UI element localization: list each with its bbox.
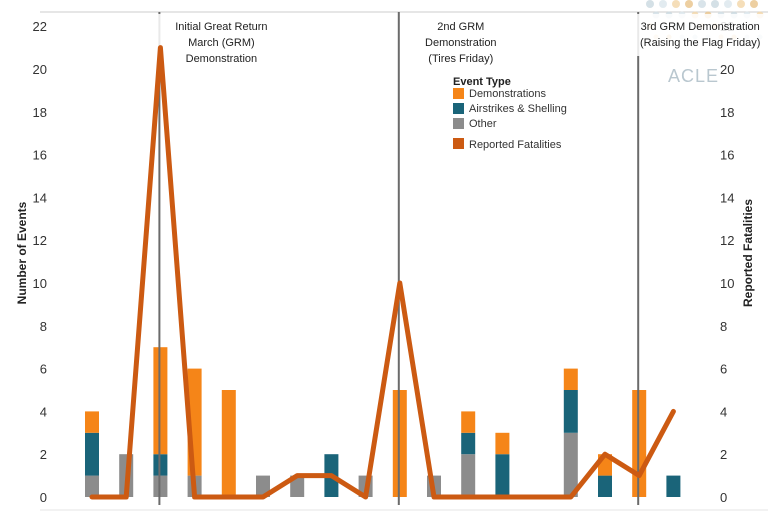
annotation-box-1 bbox=[410, 14, 512, 72]
bar-demonstrations-0 bbox=[85, 411, 99, 433]
legend-title: Event Type bbox=[453, 76, 511, 88]
y-tick-left-6: 6 bbox=[40, 362, 47, 377]
logo-dot bbox=[711, 0, 719, 8]
bar-airstrikes-shelling-14 bbox=[563, 390, 578, 433]
annotations: Initial Great Return March (GRM) Demonstra… bbox=[152, 14, 768, 72]
bar-airstrikes-shelling-0 bbox=[85, 432, 99, 476]
y-tick-right-18: 18 bbox=[720, 105, 734, 120]
annotation-0-line-1: March (GRM) bbox=[188, 37, 255, 49]
logo-dot bbox=[659, 0, 667, 8]
legend: Event Type Demonstrations Airstrikes & S… bbox=[453, 76, 567, 151]
annotation-1-line-1: Demonstration bbox=[425, 37, 497, 49]
annotation-0-line-0: Initial Great Return bbox=[175, 21, 267, 33]
y-tick-left-2: 2 bbox=[40, 447, 47, 462]
legend-label-demonstrations: Demonstrations bbox=[469, 88, 547, 100]
legend-label-fatalities: Reported Fatalities bbox=[469, 139, 562, 151]
y-tick-right-6: 6 bbox=[720, 362, 727, 377]
annotation-box-0 bbox=[152, 14, 291, 72]
logo-dot bbox=[750, 0, 758, 8]
y-tick-right-8: 8 bbox=[720, 319, 727, 334]
logo-dot bbox=[698, 0, 706, 8]
logo-dot bbox=[672, 0, 680, 8]
bar-airstrikes-shelling-12 bbox=[495, 454, 510, 497]
y-tick-left-16: 16 bbox=[33, 148, 47, 163]
annotation-box-2 bbox=[615, 14, 768, 56]
annotation-2-line-1: (Raising the Flag Friday) bbox=[640, 37, 760, 49]
y-tick-right-2: 2 bbox=[720, 447, 727, 462]
y-tick-left-20: 20 bbox=[33, 62, 47, 77]
legend-label-other: Other bbox=[469, 118, 497, 130]
bar-other-6 bbox=[290, 475, 305, 497]
bar-other-5 bbox=[256, 475, 270, 497]
legend-swatch-demonstrations bbox=[453, 88, 464, 99]
y-tick-left-22: 22 bbox=[33, 19, 47, 34]
legend-swatch-fatalities bbox=[453, 138, 464, 149]
y-tick-right-14: 14 bbox=[720, 190, 734, 205]
y-tick-right-0: 0 bbox=[720, 490, 727, 505]
y-tick-left-12: 12 bbox=[33, 233, 47, 248]
logo-dot bbox=[724, 0, 732, 8]
y-tick-right-4: 4 bbox=[720, 404, 727, 419]
bar-airstrikes-shelling-17 bbox=[666, 475, 681, 497]
logo-text: ACLE bbox=[668, 66, 719, 86]
legend-swatch-airstrikes bbox=[453, 103, 464, 114]
y-tick-right-10: 10 bbox=[720, 276, 734, 291]
annotation-2-line-0: 3rd GRM Demonstration bbox=[641, 21, 760, 33]
y-tick-left-18: 18 bbox=[33, 105, 47, 120]
y-axis-right-title: Reported Fatalities bbox=[741, 199, 755, 307]
bar-airstrikes-shelling-11 bbox=[461, 432, 476, 455]
annotation-1-line-2: (Tires Friday) bbox=[428, 53, 493, 65]
bar-demonstrations-12 bbox=[495, 432, 510, 455]
y-tick-left-4: 4 bbox=[40, 404, 47, 419]
legend-swatch-other bbox=[453, 118, 464, 129]
y-tick-left-0: 0 bbox=[40, 490, 47, 505]
bar-airstrikes-shelling-15 bbox=[598, 475, 612, 497]
y-axis-left-title: Number of Events bbox=[15, 201, 29, 304]
y-tick-left-10: 10 bbox=[33, 276, 47, 291]
event-reference-lines bbox=[158, 12, 640, 505]
y-axis-left-ticks: 0 2 4 6 8 10 12 14 16 18 20 22 bbox=[33, 19, 47, 505]
logo-dot bbox=[737, 0, 745, 8]
logo-dot bbox=[646, 0, 654, 8]
legend-label-airstrikes: Airstrikes & Shelling bbox=[469, 103, 567, 115]
bar-other-11 bbox=[461, 454, 476, 497]
logo-dot bbox=[685, 0, 693, 8]
annotation-0-line-2: Demonstration bbox=[186, 53, 258, 65]
bar-other-0 bbox=[85, 475, 99, 497]
y-tick-right-20: 20 bbox=[720, 62, 734, 77]
y-tick-right-16: 16 bbox=[720, 148, 734, 163]
y-tick-left-14: 14 bbox=[33, 190, 47, 205]
annotation-1-line-0: 2nd GRM bbox=[437, 21, 484, 33]
bar-other-14 bbox=[563, 432, 578, 497]
bar-demonstrations-14 bbox=[563, 368, 578, 390]
y-tick-right-12: 12 bbox=[720, 233, 734, 248]
bar-demonstrations-4 bbox=[221, 390, 236, 497]
y-tick-left-8: 8 bbox=[40, 319, 47, 334]
bar-demonstrations-11 bbox=[461, 411, 476, 433]
reported-fatalities-line bbox=[89, 45, 676, 500]
